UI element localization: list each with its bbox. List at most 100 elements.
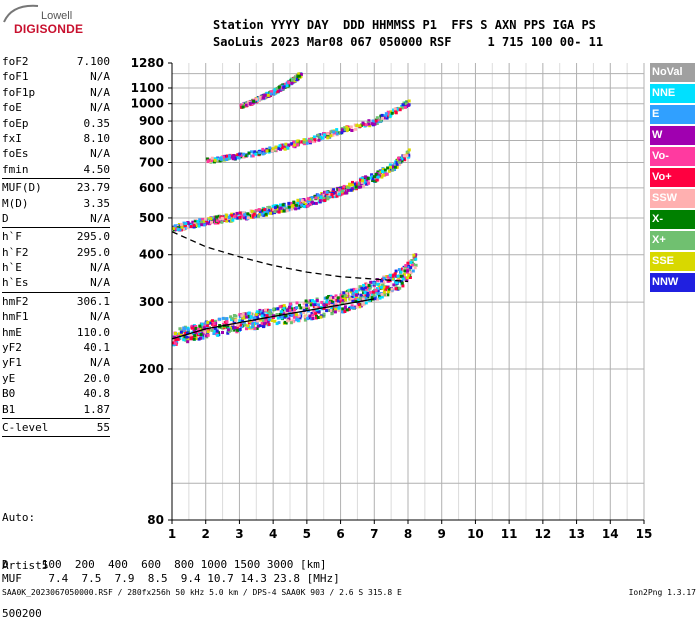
echo-point xyxy=(334,307,338,311)
echo-point xyxy=(375,116,379,120)
echo-point xyxy=(272,92,276,96)
echo-point xyxy=(347,186,350,189)
param-value: 40.8 xyxy=(83,387,111,401)
echo-point xyxy=(210,159,214,163)
param-value: N/A xyxy=(90,147,110,161)
echo-point xyxy=(293,143,297,147)
param-row: h`F 295.0 xyxy=(2,229,110,244)
echo-point xyxy=(355,183,359,187)
echo-point xyxy=(336,299,340,303)
echo-point xyxy=(221,316,225,320)
echo-point xyxy=(304,299,308,303)
echo-point xyxy=(210,220,213,224)
echo-point xyxy=(329,130,333,134)
y-tick-label: 1000 xyxy=(131,97,164,111)
echo-point xyxy=(357,183,361,187)
echo-point xyxy=(207,328,211,332)
legend-item-x-plus: X+ xyxy=(650,231,695,250)
echo-point xyxy=(224,217,228,221)
echo-point xyxy=(337,192,341,196)
y-tick-label: 1100 xyxy=(131,81,164,95)
echo-point xyxy=(345,292,349,295)
echo-point xyxy=(271,204,275,208)
echo-point xyxy=(215,219,219,223)
echo-point xyxy=(409,266,413,270)
echo-point xyxy=(202,326,206,330)
echo-point xyxy=(396,107,400,111)
x-tick-label: 2 xyxy=(202,527,210,541)
echo-point xyxy=(239,103,243,107)
echo-point xyxy=(246,100,250,104)
echo-point xyxy=(364,301,368,305)
param-label: foE xyxy=(2,101,22,115)
echo-point xyxy=(211,322,214,326)
echo-point xyxy=(323,304,327,308)
echo-point xyxy=(263,151,267,154)
param-group-2: MUF(D) 23.79 M(D) 3.35 D N/A xyxy=(2,180,110,226)
param-value: N/A xyxy=(90,356,110,370)
param-label: hmF1 xyxy=(2,310,29,324)
echo-point xyxy=(211,218,214,222)
echo-point xyxy=(358,124,362,128)
echo-point xyxy=(376,175,380,179)
echo-point xyxy=(352,287,356,291)
echo-point xyxy=(354,185,358,189)
echo-point xyxy=(261,96,265,100)
echo-point xyxy=(269,211,273,215)
param-row: yF2 40.1 xyxy=(2,340,110,355)
echo-point xyxy=(333,310,337,314)
echo-point xyxy=(365,182,369,186)
echo-point xyxy=(343,306,347,310)
echo-point xyxy=(243,323,247,327)
echo-point xyxy=(200,223,204,227)
echo-point xyxy=(280,209,284,213)
echo-point xyxy=(204,321,208,325)
echo-point xyxy=(241,105,245,109)
echo-point xyxy=(196,327,200,331)
echo-point xyxy=(282,312,286,316)
echo-point xyxy=(241,155,245,159)
echo-point xyxy=(234,319,238,322)
echo-point xyxy=(279,206,283,210)
echo-point xyxy=(392,283,396,287)
echo-point xyxy=(323,296,327,300)
echo-point xyxy=(176,228,180,232)
echo-point xyxy=(322,133,326,137)
param-value: 295.0 xyxy=(76,245,110,259)
echo-point xyxy=(317,138,321,142)
echo-point xyxy=(305,303,309,307)
param-group-1: foF2 7.100 foF1 N/A foF1p N/A foE N/A foEp 0.… xyxy=(2,54,110,177)
echo-point xyxy=(202,324,206,328)
param-label: foF1 xyxy=(2,70,29,84)
echo-point xyxy=(273,89,277,93)
echo-point xyxy=(400,281,404,285)
echo-point xyxy=(365,178,369,182)
echo-point xyxy=(322,196,326,200)
echo-point xyxy=(242,152,246,156)
echo-point xyxy=(267,149,271,153)
x-tick-label: 9 xyxy=(438,527,446,541)
echo-point xyxy=(196,220,200,223)
x-tick-label: 5 xyxy=(303,527,311,541)
param-row: hmE 110.0 xyxy=(2,325,110,340)
param-row: C-level 55 xyxy=(2,420,110,435)
echo-point xyxy=(369,284,373,288)
echo-point xyxy=(397,268,401,272)
param-label: hmE xyxy=(2,325,22,339)
x-tick-label: 6 xyxy=(336,527,344,541)
echo-point xyxy=(262,309,266,313)
echo-point xyxy=(257,99,261,102)
echo-point xyxy=(268,146,272,150)
echo-point xyxy=(335,132,339,136)
echo-point xyxy=(299,72,303,76)
echo-point xyxy=(402,272,406,276)
echo-point xyxy=(387,169,391,173)
echo-point xyxy=(328,194,332,198)
param-group-4: hmF2 306.1 hmF1 N/A hmE 110.0 yF2 40.1 yF1 N/… xyxy=(2,294,110,417)
echo-point xyxy=(265,149,269,153)
echo-point xyxy=(284,145,288,148)
echo-point xyxy=(380,292,384,296)
param-row: fxI 8.10 xyxy=(2,131,110,146)
param-label: yF1 xyxy=(2,356,22,370)
echo-point xyxy=(341,295,345,299)
